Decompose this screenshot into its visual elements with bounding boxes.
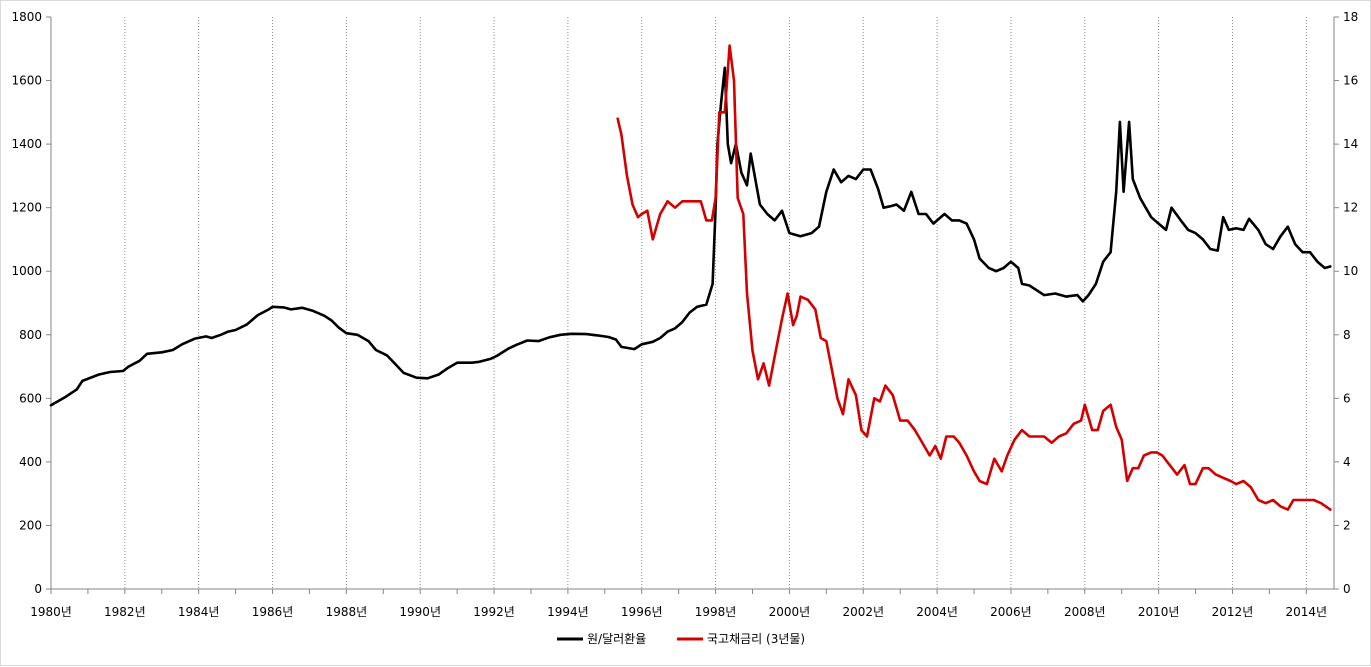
- y-right-tick-label: 16: [1343, 74, 1358, 88]
- x-tick-label: 2004년: [916, 605, 958, 619]
- x-tick-label: 2002년: [842, 605, 884, 619]
- x-tick-label: 1990년: [399, 605, 441, 619]
- y-right-tick-label: 4: [1343, 455, 1351, 469]
- series-line-2: [616, 44, 1332, 511]
- x-tick-label: 1986년: [252, 605, 294, 619]
- series-line-1: [49, 66, 1332, 407]
- y-left-tick-label: 1600: [11, 74, 42, 88]
- y-right-tick-label: 2: [1343, 518, 1351, 532]
- y-right-tick-label: 10: [1343, 264, 1358, 278]
- y-right-tick-label: 8: [1343, 328, 1351, 342]
- y-right-tick-label: 12: [1343, 201, 1358, 215]
- x-tick-label: 1998년: [695, 605, 737, 619]
- x-tick-label: 1988년: [326, 605, 368, 619]
- y-left-tick-label: 200: [19, 518, 42, 532]
- x-tick-label: 1982년: [104, 605, 146, 619]
- x-tick-label: 1996년: [621, 605, 663, 619]
- x-tick-label: 2014년: [1286, 605, 1328, 619]
- y-left-tick-label: 1800: [11, 10, 42, 24]
- y-right-tick-label: 18: [1343, 10, 1358, 24]
- y-right-tick-label: 6: [1343, 391, 1351, 405]
- x-tick-label: 2012년: [1212, 605, 1254, 619]
- x-tick-label: 2008년: [1064, 605, 1106, 619]
- x-tick-label: 1992년: [473, 605, 515, 619]
- y-left-tick-label: 1200: [11, 201, 42, 215]
- legend-label-1: 원/달러환율: [587, 632, 646, 646]
- x-tick-label: 1980년: [30, 605, 72, 619]
- y-left-tick-label: 400: [19, 455, 42, 469]
- x-tick-label: 2006년: [990, 605, 1032, 619]
- y-left-tick-label: 1000: [11, 264, 42, 278]
- x-tick-label: 2010년: [1138, 605, 1180, 619]
- y-left-tick-label: 600: [19, 391, 42, 405]
- y-right-tick-label: 14: [1343, 137, 1358, 151]
- legend-label-2: 국고채금리 (3년물): [707, 632, 805, 646]
- y-right-tick-label: 0: [1343, 582, 1351, 596]
- y-left-tick-label: 1400: [11, 137, 42, 151]
- x-tick-label: 1994년: [547, 605, 589, 619]
- x-tick-label: 1984년: [178, 605, 220, 619]
- y-left-tick-label: 0: [34, 582, 42, 596]
- x-tick-label: 2000년: [769, 605, 811, 619]
- y-left-tick-label: 800: [19, 328, 42, 342]
